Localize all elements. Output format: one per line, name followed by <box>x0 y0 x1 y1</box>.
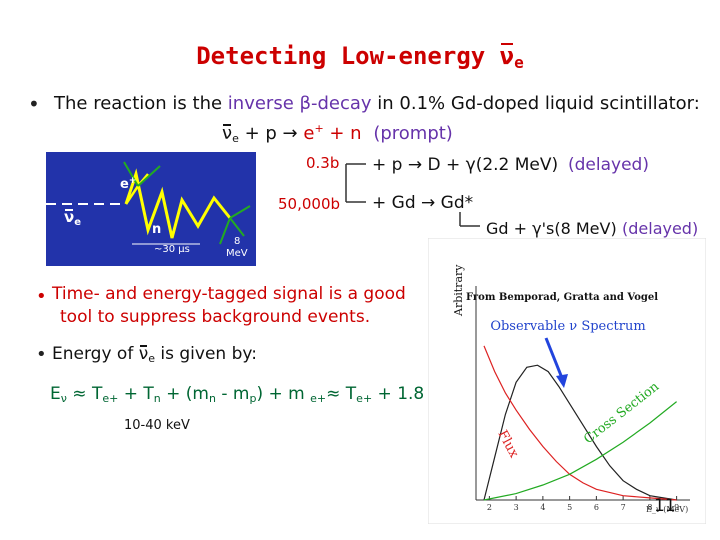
bullet-dot-3: • <box>36 344 47 365</box>
reaction-plus-p: + p <box>238 123 277 144</box>
diagram-positron-label: e+ <box>120 176 137 192</box>
equation-note: 10-40 keV <box>124 418 190 433</box>
spectrum-chart-svg: From Bemporad, Gratta and Vogel Observab… <box>427 237 707 525</box>
gamma-ray-2 <box>137 165 161 187</box>
branch2-reaction: + Gd → Gd* <box>372 193 474 213</box>
bullet-energy: Energy of νe is given by: <box>52 344 257 365</box>
bullet3-suffix: is given by: <box>155 344 257 364</box>
reaction-positron: e <box>303 123 315 144</box>
bullet1-prefix: The reaction is the <box>54 93 228 114</box>
detector-diagram: e+ νe n ~30 μs 8 MeV <box>46 152 256 266</box>
bullet1-inverse: inverse <box>227 93 300 114</box>
gamma-ray-4 <box>229 205 251 219</box>
bullet3-nu: ν <box>138 344 149 364</box>
title-nu-subscript: e <box>514 53 524 72</box>
bullet1-suffix: in 0.1% Gd-doped liquid scintillator: <box>371 93 700 114</box>
diagram-neutron-label: n <box>152 222 162 237</box>
branch2-cross-section: 50,000b <box>278 195 341 213</box>
chart-series <box>483 345 677 501</box>
chart-x-tick-label: 6 <box>594 503 599 512</box>
reaction-nu: ν <box>222 123 233 144</box>
bullet3-prefix: Energy of <box>52 344 139 364</box>
bullet2-line2: tool to suppress background events. <box>60 307 371 327</box>
chart-series-line-2 <box>483 401 677 501</box>
chart-series-line-0 <box>483 364 677 501</box>
gamma-ray-5 <box>229 217 245 237</box>
bullet-dot-1: • <box>28 92 40 116</box>
bullet3-nu-sub: e <box>148 352 155 365</box>
chart-ylabel: Arbitrary <box>452 264 465 317</box>
chart-x-tick-label: 4 <box>540 503 545 512</box>
branch1-reaction: + p → D + γ(2.2 MeV) <box>372 155 559 175</box>
gamma-ray-1 <box>123 161 139 187</box>
diagram-neutrino-label: νe <box>64 208 82 228</box>
chart-subtitle: Observable ν Spectrum <box>490 319 645 334</box>
title-nu-symbol: ν <box>499 42 515 70</box>
gamma-ray-3 <box>219 217 231 245</box>
bullet-reaction: The reaction is the inverse β-decay in 0… <box>54 93 700 114</box>
chart-x-tick-label: 7 <box>621 503 626 512</box>
bullet1-beta: β <box>299 93 312 114</box>
chart-x-tick-label: 2 <box>487 503 492 512</box>
chart-title: From Bemporad, Gratta and Vogel <box>466 292 658 303</box>
bullet-dot-2: • <box>36 286 47 307</box>
detector-diagram-graphic <box>46 152 256 266</box>
title-text: Detecting Low-energy <box>196 42 500 70</box>
diagram-time-label: ~30 μs <box>154 244 190 255</box>
reaction-nu-sub: e <box>232 132 239 145</box>
bullet1-decay: -decay <box>311 93 372 114</box>
chart-x-tick-label: 3 <box>514 503 519 512</box>
reaction-plus-n: + n <box>323 123 362 144</box>
chart-xlabel: E_ν (MeV) <box>646 505 688 514</box>
chart-series-line-1 <box>483 345 677 501</box>
chart-x-tick-label: 8 <box>647 503 652 512</box>
branch1-delayed-tag: (delayed) <box>568 155 649 175</box>
diagram-energy-unit: MeV <box>226 248 248 259</box>
energy-equation: Eν ≈ Te+ + Tn + (mn - mp) + m e+≈ Te+ + … <box>50 384 467 405</box>
branch1-cross-section: 0.3b <box>306 154 340 172</box>
reaction-positron-sup: + <box>314 122 324 135</box>
reaction-arrow: → <box>282 123 298 144</box>
reaction-line: νe + p → e+ + n (prompt) <box>222 122 453 145</box>
chart-x-tick-label: 5 <box>567 503 572 512</box>
spectrum-chart: From Bemporad, Gratta and Vogel Observab… <box>427 237 707 525</box>
branch3-delayed-tag: (delayed) <box>622 219 699 238</box>
chart-x-tick-label: 9 <box>674 503 679 512</box>
diagram-energy-value: 8 <box>234 236 241 247</box>
spectrum-arrow-head <box>556 374 568 388</box>
page-number: 11 <box>654 496 676 516</box>
bullet2-line1: Time- and energy-tagged signal is a good <box>52 284 406 304</box>
branch3-reaction: Gd + γ's(8 MeV) <box>486 219 617 238</box>
reaction-prompt-tag: (prompt) <box>373 123 453 144</box>
spectrum-arrow <box>544 337 564 379</box>
page-title: Detecting Low-energy νe <box>0 42 720 72</box>
neutron-track <box>124 168 232 239</box>
